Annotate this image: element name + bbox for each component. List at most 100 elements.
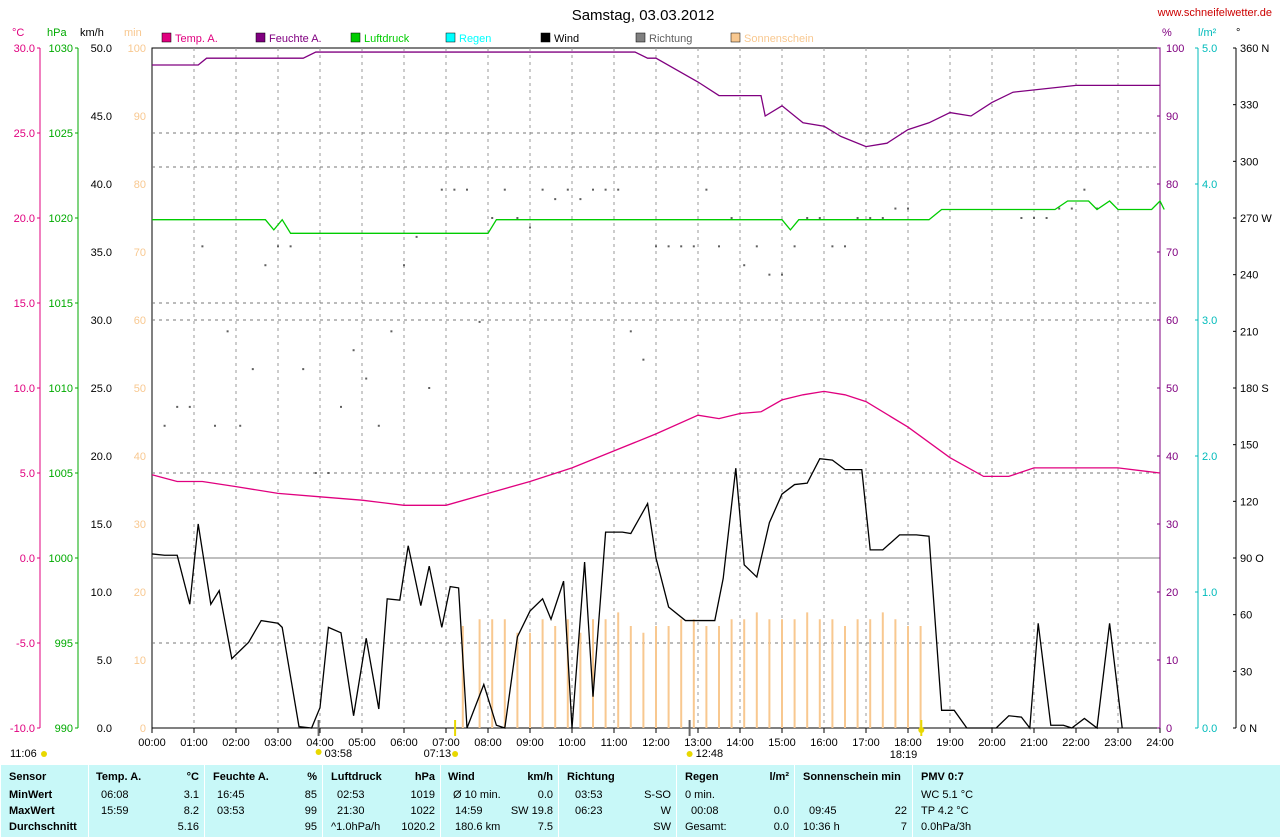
direction-axis-tick-label: 210: [1240, 326, 1258, 338]
direction-point: [642, 358, 645, 361]
time-tick-label: 19:00: [936, 737, 964, 749]
direction-point: [415, 235, 418, 238]
stats-temp-column: Temp. A. °C 06:08 3.1 15:59 8.2 5.16: [88, 765, 205, 837]
humidity-unit: %: [1162, 27, 1172, 39]
sunrise-label: 07:13: [424, 748, 452, 760]
legend-label: Regen: [459, 33, 491, 45]
direction-axis-tick-label: 90 O: [1240, 553, 1264, 565]
stats-direction-max-time: 06:23: [575, 805, 603, 817]
stats-wind-min: 0.0: [537, 789, 553, 801]
direction-point: [214, 424, 216, 427]
direction-point: [188, 405, 191, 408]
legend-swatch: [350, 32, 361, 43]
time-tick-label: 09:00: [516, 737, 544, 749]
sun-axis-tick-label: 20: [134, 587, 146, 599]
direction-point: [428, 387, 431, 389]
direction-point: [680, 245, 683, 248]
time-tick-label: 21:00: [1020, 737, 1048, 749]
stats-humidity-min-time: 16:45: [217, 789, 245, 801]
stats-row-avg: Durchschnitt: [9, 821, 77, 833]
stats-rain-min: 0 min.: [685, 789, 715, 801]
rain-axis-tick-label: 0.0: [1202, 723, 1217, 735]
legend-label: Temp. A.: [175, 33, 218, 45]
pressure-axis-tick-label: 1010: [49, 383, 73, 395]
direction-point: [554, 198, 557, 201]
direction-point: [730, 217, 733, 219]
direction-point: [365, 377, 368, 380]
stats-wind-max: SW 19.8: [510, 805, 553, 817]
direction-point: [1045, 217, 1048, 219]
moonset-icon: [315, 749, 322, 755]
stats-wind-title: Wind: [448, 771, 475, 783]
stats-humidity-max-time: 03:53: [217, 805, 245, 817]
legend: Temp. A. Feuchte A. Luftdruck Regen Wind Rich…: [161, 32, 814, 45]
wind-axis-tick-label: 40.0: [91, 179, 112, 191]
pressure-series-line: [152, 199, 1165, 234]
wind-axis-tick-label: 20.0: [91, 451, 112, 463]
stats-sunshine-total: 7: [900, 821, 907, 833]
wind-axis-tick-label: 30.0: [91, 315, 112, 327]
legend-swatch: [730, 32, 741, 43]
pressure-axis-tick-label: 1030: [49, 43, 73, 55]
stats-direction-min-time: 03:53: [575, 789, 603, 801]
direction-point: [314, 472, 317, 474]
direction-point: [491, 217, 494, 219]
direction-axis-tick-label: 0 N: [1240, 723, 1257, 735]
time-tick-label: 20:00: [978, 737, 1006, 749]
sun-axis-tick-label: 0: [140, 723, 146, 735]
stats-rain-max-time: 00:08: [691, 805, 719, 817]
moonset-label: 03:58: [325, 748, 353, 760]
website-label: www.schneifelwetter.de: [1157, 7, 1272, 19]
humidity-axis-tick-label: 60: [1166, 315, 1178, 327]
humidity-axis-tick-label: 90: [1166, 111, 1178, 123]
direction-point: [617, 188, 620, 191]
direction-point: [264, 264, 267, 267]
moon-transit-label: 12:48: [696, 748, 724, 760]
direction-point: [566, 188, 569, 191]
time-tick-label: 11:00: [601, 737, 628, 749]
stats-wind-min-label: Ø 10 min.: [453, 789, 501, 801]
stats-pressure-max: 1022: [410, 805, 435, 817]
direction-point: [743, 264, 746, 267]
sun-axis-tick-label: 60: [134, 315, 146, 327]
stats-pmv-title: PMV 0:7: [921, 771, 964, 783]
moon-time-label: 11:06: [10, 748, 37, 760]
axes: 30.025.020.015.010.05.00.0-5.0-10.010301…: [10, 43, 1272, 749]
sun-axis-tick-label: 10: [134, 655, 146, 667]
stats-temp-unit: °C: [186, 771, 199, 783]
time-markers: 11:06 03:58 07:13 12:48 18:19: [10, 720, 925, 761]
stats-wind-column: Wind km/h Ø 10 min. 0.0 14:59 SW 19.8 18…: [440, 765, 559, 837]
pressure-axis-tick-label: 1015: [49, 298, 73, 310]
chart-title: Samstag, 03.03.2012: [572, 7, 715, 24]
direction-point: [163, 424, 166, 427]
direction-point: [1058, 207, 1061, 210]
stats-sunshine-max: 22: [894, 805, 907, 817]
direction-point: [1096, 207, 1098, 210]
direction-point: [478, 320, 481, 323]
direction-point: [755, 245, 758, 248]
rain-axis-tick-label: 4.0: [1202, 179, 1217, 191]
humidity-axis-tick-label: 100: [1166, 43, 1184, 55]
moon-transit-icon: [686, 751, 693, 757]
direction-point: [604, 188, 607, 191]
direction-axis-tick-label: 240: [1240, 270, 1258, 282]
time-tick-label: 08:00: [474, 737, 502, 749]
stats-rain-unit: l/m²: [769, 771, 789, 783]
direction-point: [541, 188, 544, 191]
stats-rain-column: Regen l/m² 0 min. 00:08 0.0 Gesamt: 0.0: [676, 765, 795, 837]
direction-point: [176, 405, 179, 408]
temp-axis-tick-label: 5.0: [20, 468, 35, 480]
stats-wind-max-time: 14:59: [455, 805, 483, 817]
direction-point: [289, 245, 292, 248]
time-tick-label: 23:00: [1104, 737, 1132, 749]
legend-swatch: [255, 32, 266, 43]
direction-point: [667, 245, 670, 248]
humidity-series-line: [152, 51, 1160, 148]
humidity-axis-tick-label: 50: [1166, 383, 1178, 395]
direction-axis-tick-label: 60: [1240, 610, 1252, 622]
stats-sensor-column: Sensor MinWert MaxWert Durchschnitt: [0, 765, 89, 837]
direction-axis-tick-label: 360 N: [1240, 43, 1269, 55]
humidity-axis-tick-label: 40: [1166, 451, 1178, 463]
direction-point: [302, 368, 305, 371]
stats-pressure-title: Luftdruck: [331, 771, 382, 783]
